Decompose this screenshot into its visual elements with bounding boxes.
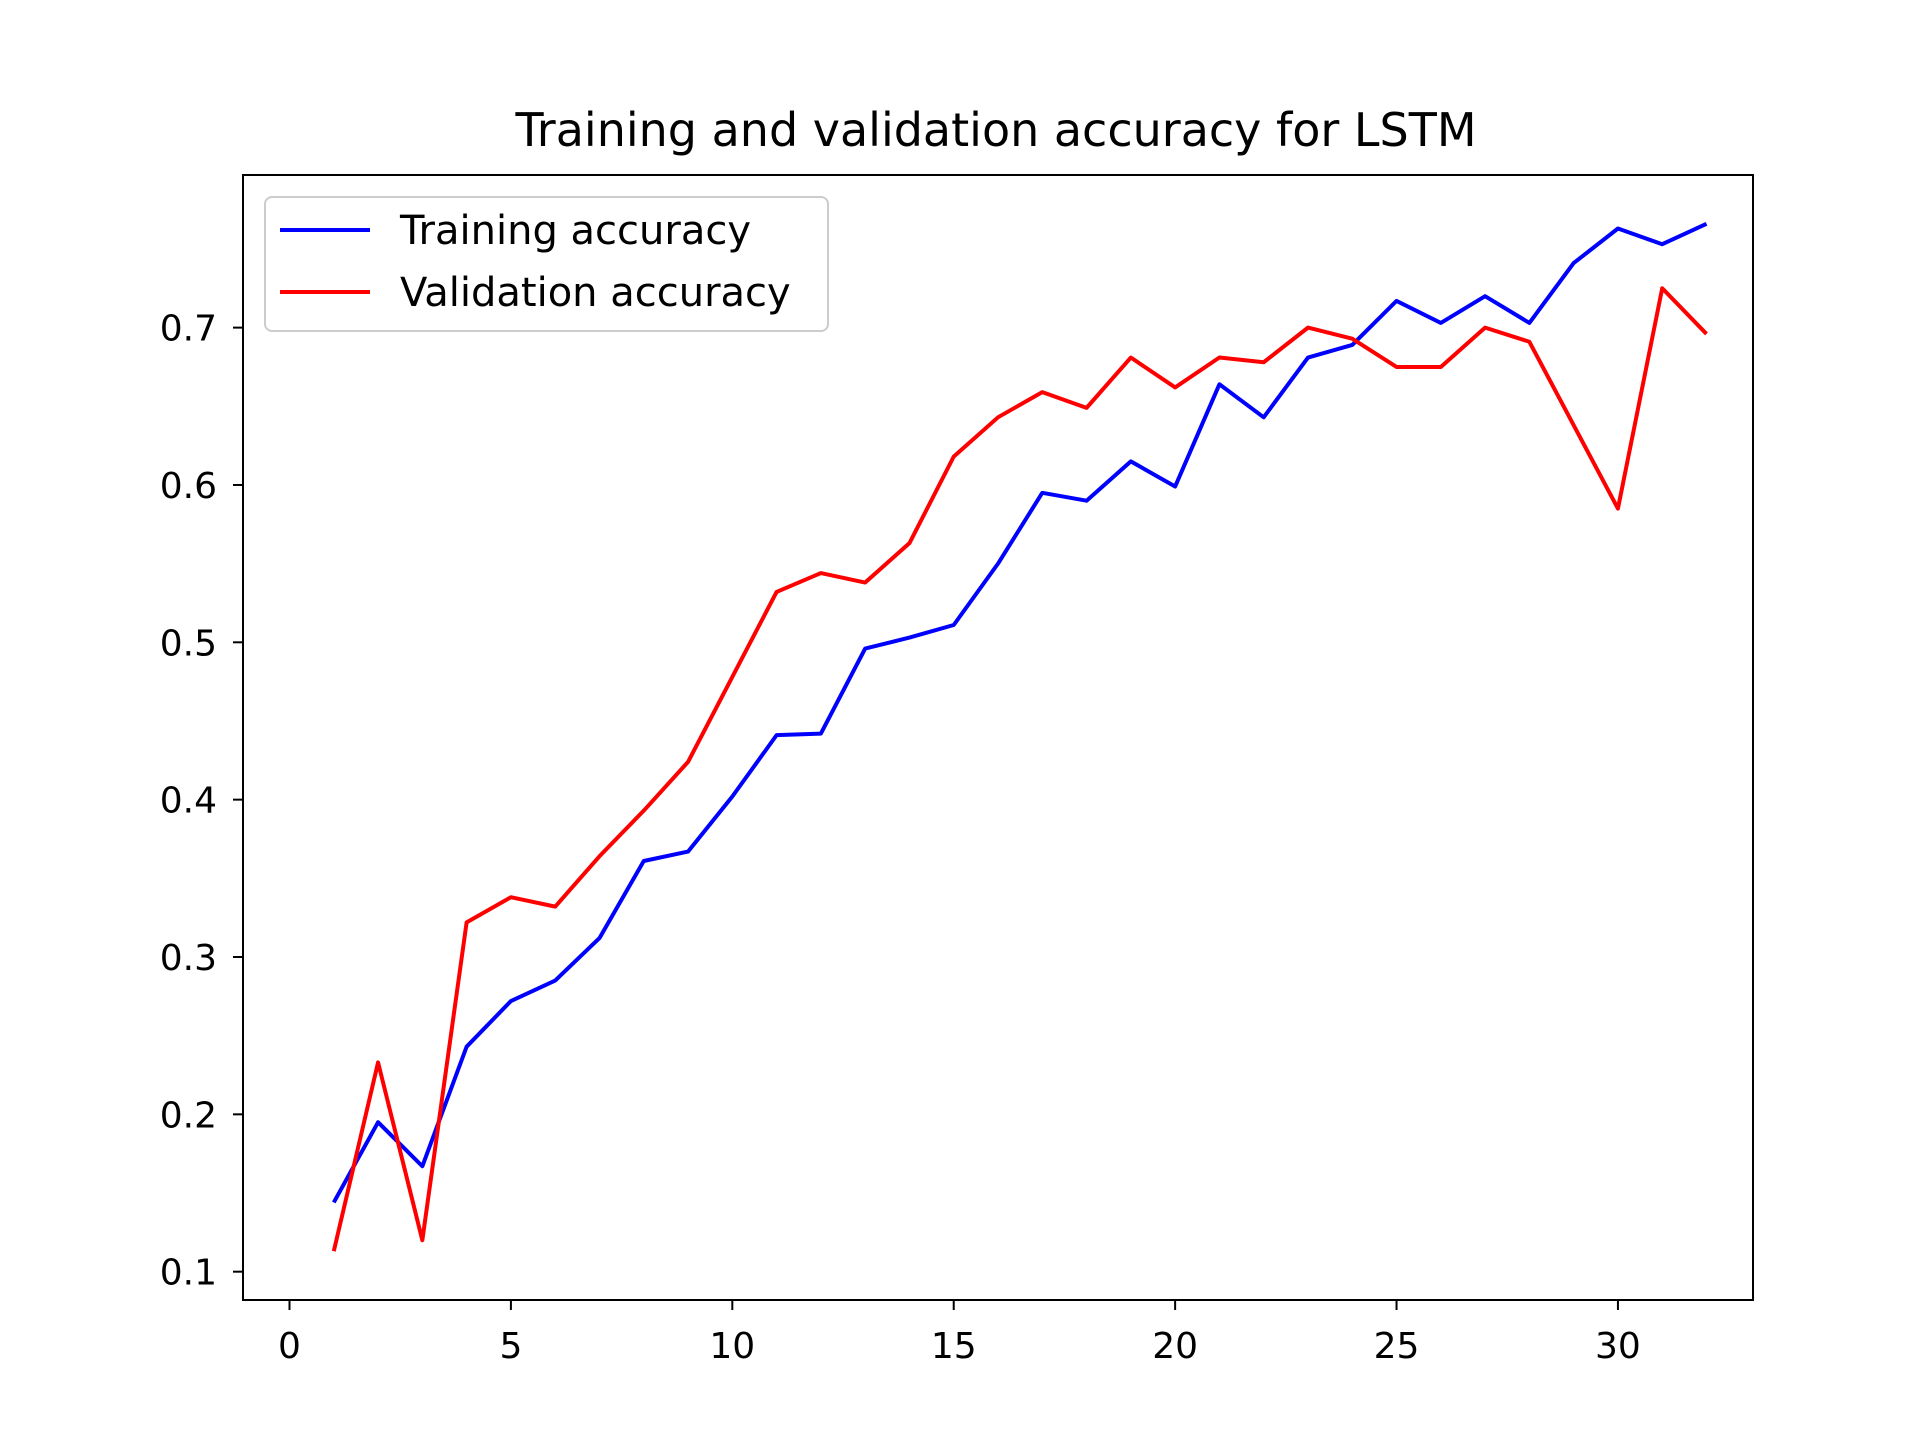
y-axis: 0.1 0.2 0.3 0.4 0.5 0.6 0.7 xyxy=(160,309,243,1294)
legend: Training accuracy Validation accuracy xyxy=(264,196,829,332)
legend-box xyxy=(264,196,829,332)
x-tick-label-20: 20 xyxy=(1152,1326,1198,1367)
x-tick-label-30: 30 xyxy=(1595,1326,1641,1367)
y-tick-label-0-2: 0.2 xyxy=(160,1095,217,1136)
y-tick-label-0-5: 0.5 xyxy=(160,623,217,664)
y-tick-label-0-3: 0.3 xyxy=(160,938,217,979)
y-tick-label-0-6: 0.6 xyxy=(160,466,217,507)
x-tick-label-15: 15 xyxy=(931,1326,977,1367)
y-tick-label-0-4: 0.4 xyxy=(160,781,217,822)
y-tick-label-0-7: 0.7 xyxy=(160,309,217,350)
x-tick-label-0: 0 xyxy=(278,1326,301,1367)
chart-title: Training and validation accuracy for LST… xyxy=(514,103,1476,157)
series-line-validation-accuracy xyxy=(331,286,1708,1252)
y-tick-label-0-1: 0.1 xyxy=(160,1253,217,1294)
series-line-training-accuracy xyxy=(332,221,1708,1204)
legend-label-validation-accuracy: Validation accuracy xyxy=(400,270,791,316)
plot-frame xyxy=(242,174,1754,1301)
x-tick-label-10: 10 xyxy=(709,1326,755,1367)
plot-area xyxy=(243,175,1753,1300)
series-layer xyxy=(331,221,1708,1252)
x-axis: 0 5 10 15 20 25 30 xyxy=(278,1300,1641,1367)
x-tick-label-5: 5 xyxy=(499,1326,522,1367)
x-tick-label-25: 25 xyxy=(1374,1326,1420,1367)
legend-label-training-accuracy: Training accuracy xyxy=(399,208,751,254)
